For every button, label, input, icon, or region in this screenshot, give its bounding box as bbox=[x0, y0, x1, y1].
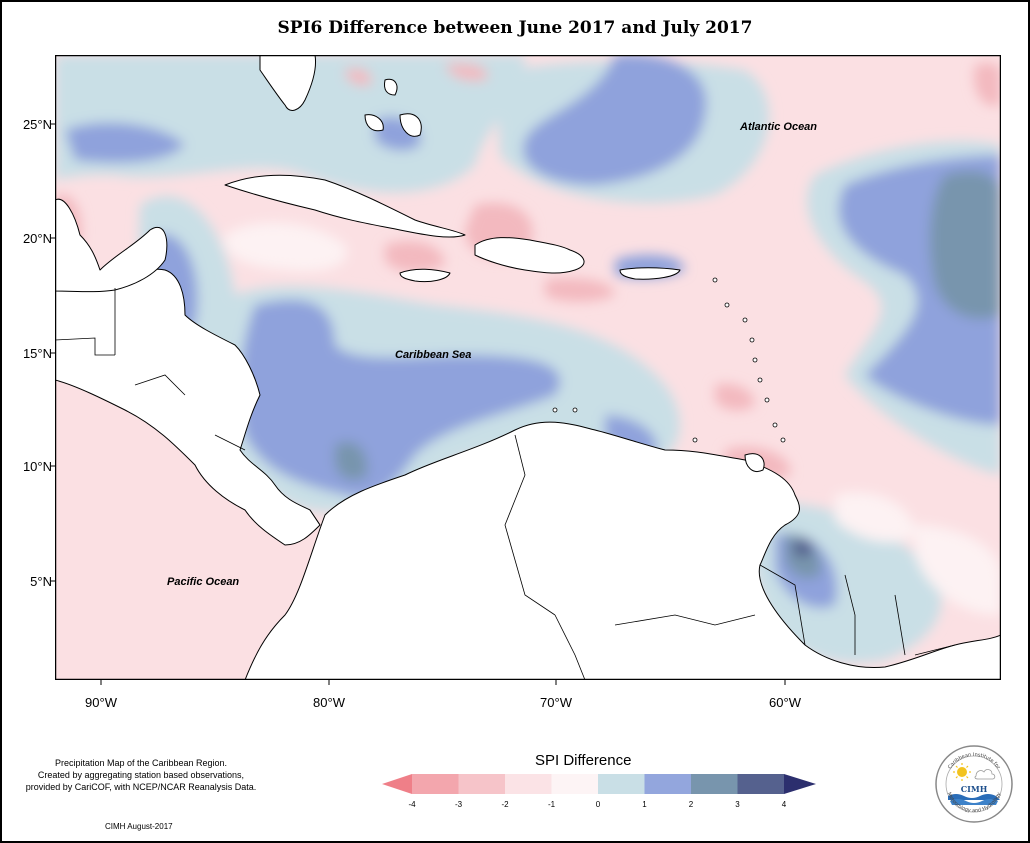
legend-swatch bbox=[784, 774, 816, 794]
lat-tick-20: 20°N bbox=[22, 231, 52, 246]
border-br-fg bbox=[914, 644, 956, 656]
land-central-america bbox=[55, 268, 321, 546]
lat-tick-10: 10°N bbox=[22, 459, 52, 474]
field-neg2-antilles bbox=[715, 383, 755, 411]
credit-text: Precipitation Map of the Caribbean Regio… bbox=[6, 757, 276, 793]
legend-title: SPI Difference bbox=[535, 752, 632, 769]
legend-swatch bbox=[737, 774, 784, 794]
border-gt-hn bbox=[134, 374, 186, 396]
border-ve-br bbox=[614, 614, 756, 626]
border-fg bbox=[894, 594, 906, 656]
field-neg2-fl bbox=[345, 68, 372, 86]
field-pos2-caribbean bbox=[239, 299, 561, 498]
lon-tick-60: 60°W bbox=[769, 695, 801, 710]
legend-tick-label: -3 bbox=[454, 800, 463, 809]
field-zero-central bbox=[224, 222, 347, 272]
map-border bbox=[55, 55, 1001, 680]
land-bahamas-3 bbox=[384, 78, 398, 96]
legend-swatch bbox=[551, 774, 598, 794]
land-puerto-rico bbox=[619, 267, 681, 280]
land-trinidad bbox=[744, 453, 765, 472]
label-caribbean-sea: Caribbean Sea bbox=[395, 349, 471, 361]
country-borders bbox=[55, 288, 956, 680]
field-pos4-guiana bbox=[793, 539, 813, 557]
land bbox=[55, 55, 1001, 680]
credit-footer: CIMH August-2017 bbox=[105, 822, 173, 831]
legend-tick-label: -2 bbox=[501, 800, 509, 809]
legend-swatch bbox=[644, 774, 691, 794]
field-neg2-fl2 bbox=[445, 63, 488, 81]
legend-tick-label: 3 bbox=[735, 800, 740, 809]
border-mx-gt bbox=[55, 337, 115, 356]
lat-tick-5: 5°N bbox=[30, 574, 52, 589]
lon-tick-90: 90°W bbox=[85, 695, 117, 710]
lon-tick-80: 80°W bbox=[313, 695, 345, 710]
legend-swatch bbox=[598, 774, 645, 794]
credit-line-3: provided by CariCOF, with NCEP/NCAR Rean… bbox=[25, 782, 257, 792]
land-florida bbox=[259, 55, 316, 111]
field-pos2-atlantic bbox=[523, 55, 707, 185]
cloud-icon bbox=[974, 769, 996, 780]
lesser-antilles bbox=[552, 277, 786, 443]
border-guyana bbox=[759, 564, 806, 646]
field-pos3-caribbean bbox=[335, 441, 368, 481]
field-zero-southeast bbox=[915, 525, 1001, 615]
credit-line-1: Precipitation Map of the Caribbean Regio… bbox=[54, 758, 228, 768]
border-co-pa bbox=[309, 509, 321, 526]
lon-tick-70: 70°W bbox=[540, 695, 572, 710]
field-neg2-ne bbox=[974, 63, 1001, 106]
legend-swatch bbox=[691, 774, 738, 794]
legend-tick-label: -1 bbox=[547, 800, 556, 809]
legend-tick-label: 2 bbox=[688, 800, 694, 809]
legend-colorbar bbox=[382, 774, 816, 794]
field-pos2-gulf bbox=[65, 122, 185, 163]
field-pos3-east bbox=[929, 171, 1001, 319]
land-jamaica bbox=[399, 268, 451, 283]
border-suriname bbox=[844, 574, 856, 655]
field-neg2-pr bbox=[545, 278, 615, 302]
cimh-logo: CIMH Caribbean Institute for Meteorology… bbox=[935, 745, 1013, 823]
land-bahamas-2 bbox=[399, 113, 422, 137]
legend-tick-label: 0 bbox=[595, 800, 601, 809]
land-bahamas-1 bbox=[364, 114, 384, 132]
legend-swatch bbox=[458, 774, 505, 794]
map-title: SPI6 Difference between June 2017 and Ju… bbox=[277, 18, 753, 38]
border-ni-cr bbox=[214, 434, 246, 451]
field-neg2-cuba bbox=[385, 241, 445, 272]
legend-swatch bbox=[382, 774, 412, 794]
lat-tick-15: 15°N bbox=[22, 346, 52, 361]
land-cuba bbox=[224, 174, 466, 238]
legend-tick-label: 1 bbox=[642, 800, 647, 809]
lat-tick-25: 25°N bbox=[22, 117, 52, 132]
legend-tick-label: -4 bbox=[408, 800, 416, 809]
label-atlantic-ocean: Atlantic Ocean bbox=[739, 121, 817, 133]
label-pacific-ocean: Pacific Ocean bbox=[167, 576, 239, 588]
logo-text: CIMH bbox=[961, 784, 988, 794]
border-co-br bbox=[554, 614, 586, 680]
border-co-ve bbox=[504, 434, 556, 616]
field-zero-guiana bbox=[835, 492, 915, 543]
sun-icon bbox=[953, 763, 971, 781]
spi-map: Atlantic Ocean Caribbean Sea Pacific Oce… bbox=[55, 55, 1001, 680]
credit-line-2: Created by aggregating station based obs… bbox=[37, 770, 245, 780]
legend-swatch bbox=[505, 774, 552, 794]
waves-icon bbox=[948, 794, 1000, 805]
legend-tick-label: 4 bbox=[781, 800, 787, 809]
legend-swatch bbox=[412, 774, 459, 794]
land-hispaniola bbox=[474, 237, 585, 274]
